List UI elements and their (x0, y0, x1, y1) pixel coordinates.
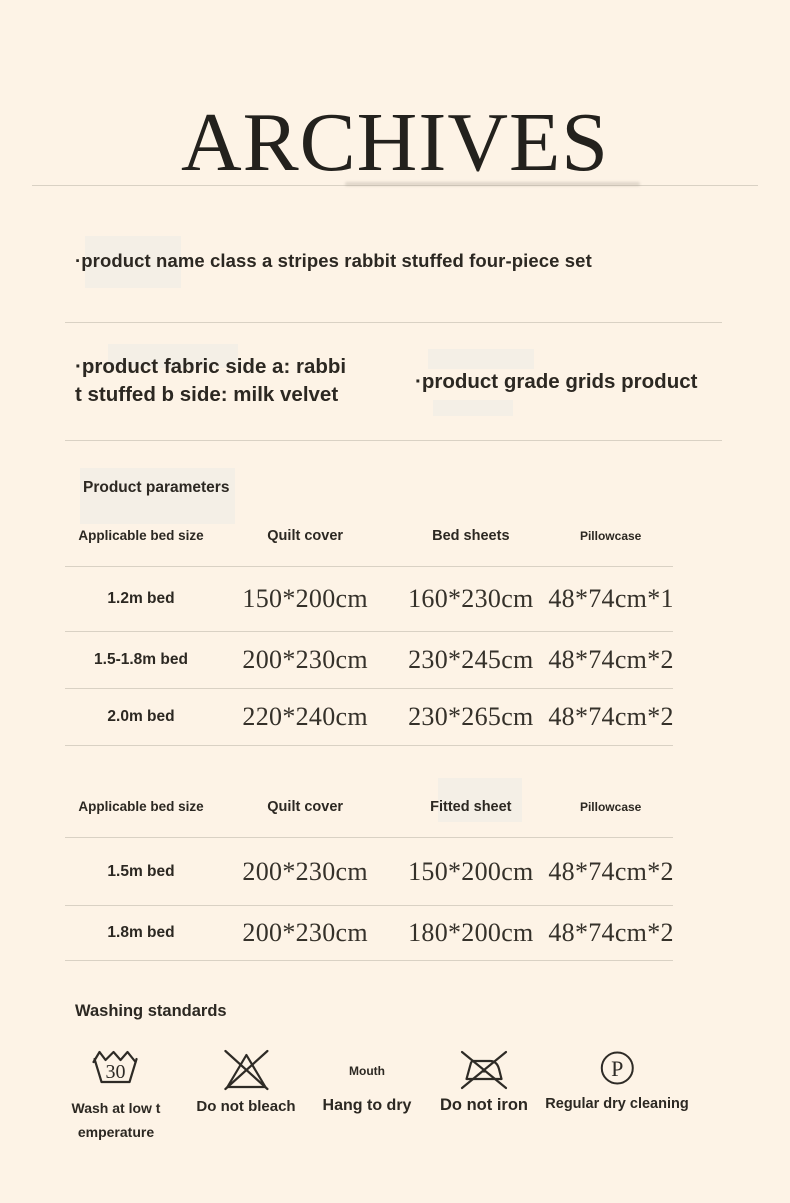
product-fabric-line: ·product fabric side a: rabbi t stuffed … (75, 353, 346, 409)
care-item-note: Mouth (349, 1064, 385, 1078)
divider-smudge (345, 182, 640, 186)
top-divider (32, 185, 758, 186)
care-item-dry-clean: P Regular dry cleaning (545, 1048, 689, 1112)
care-item-label: Regular dry cleaning (545, 1096, 689, 1112)
table-header-row: Applicable bed size Quilt cover Bed shee… (65, 505, 673, 567)
do-not-iron-icon (460, 1050, 508, 1090)
dry-clean-p-icon: P (600, 1051, 634, 1085)
col-header-bed-size: Applicable bed size (78, 799, 204, 814)
product-grade-line: ·product grade grids product (415, 370, 698, 393)
col-header-quilt-cover: Quilt cover (267, 527, 344, 544)
size-table-fitted-sheets: Applicable bed size Quilt cover Fitted s… (65, 776, 674, 961)
col-header-bed-size: Applicable bed size (78, 528, 204, 543)
bed-sheet-cell: 230*265cm (408, 702, 534, 731)
table-row: 1.5-1.8m bed 200*230cm 230*245cm 48*74cm… (65, 632, 674, 689)
quilt-cover-cell: 200*230cm (242, 645, 368, 674)
quilt-cover-cell: 220*240cm (242, 702, 368, 731)
care-item-hang-to-dry: Mouth Hang to dry (323, 1048, 412, 1115)
washing-standards-heading: Washing standards (75, 1002, 227, 1020)
fitted-sheet-cell: 150*200cm (408, 856, 534, 886)
erase-artifact (433, 400, 513, 416)
erase-artifact (428, 349, 534, 369)
erase-artifact (80, 468, 235, 524)
dry-clean-letter: P (611, 1056, 623, 1081)
fitted-sheet-cell: 180*200cm (408, 918, 534, 947)
do-not-bleach-icon (223, 1049, 269, 1091)
fabric-line-2: t stuffed b side: milk velvet (75, 383, 339, 406)
bed-sheet-cell: 160*230cm (408, 584, 534, 613)
fabric-line-1: ·product fabric side a: rabbi (75, 355, 347, 378)
bed-size-cell: 2.0m bed (107, 708, 175, 725)
erase-artifact (438, 778, 522, 822)
page-title: ARCHIVES (180, 95, 610, 189)
bed-size-cell: 1.5-1.8m bed (94, 651, 188, 668)
quilt-cover-cell: 150*200cm (242, 584, 368, 613)
section-divider (65, 322, 722, 323)
care-item-label: Do not iron (440, 1096, 528, 1114)
quilt-cover-cell: 200*230cm (242, 856, 368, 886)
table-row: 1.2m bed 150*200cm 160*230cm 48*74cm*1 (65, 567, 674, 632)
product-name-line: ·product name class a stripes rabbit stu… (75, 250, 592, 271)
bed-size-cell: 1.2m bed (107, 590, 175, 607)
product-parameters-heading: Product parameters (83, 479, 230, 496)
size-table-bed-sheets: Applicable bed size Quilt cover Bed shee… (65, 505, 674, 746)
pillowcase-cell: 48*74cm*2 (548, 918, 674, 947)
pillowcase-cell: 48*74cm*1 (548, 584, 674, 613)
pillowcase-cell: 48*74cm*2 (548, 645, 674, 674)
section-divider (65, 440, 722, 441)
table-header-row: Applicable bed size Quilt cover Fitted s… (65, 776, 673, 838)
quilt-cover-cell: 200*230cm (242, 918, 368, 947)
erase-artifact (108, 344, 238, 368)
table-row: 1.8m bed 200*230cm 180*200cm 48*74cm*2 (65, 906, 674, 961)
col-header-quilt-cover: Quilt cover (267, 798, 344, 815)
erase-artifact (85, 236, 181, 288)
care-item-label: Do not bleach (196, 1098, 296, 1115)
col-header-fitted-sheet: Fitted sheet (430, 798, 512, 815)
care-item-do-not-bleach: Do not bleach (196, 1048, 296, 1115)
care-item-wash-low-temp: 30 Wash at low t emperature (71, 1048, 161, 1144)
wash-temp-value: 30 (106, 1061, 126, 1083)
care-item-label: Wash at low t emperature (71, 1100, 161, 1140)
col-header-pillowcase: Pillowcase (579, 528, 642, 543)
bed-size-cell: 1.5m bed (107, 862, 175, 880)
col-header-pillowcase: Pillowcase (579, 799, 642, 814)
care-item-label: Hang to dry (322, 1097, 412, 1114)
col-header-bed-sheets: Bed sheets (432, 527, 510, 544)
bed-size-cell: 1.8m bed (107, 924, 175, 941)
bed-sheet-cell: 230*245cm (408, 645, 534, 674)
table-row: 1.5m bed 200*230cm 150*200cm 48*74cm*2 (65, 838, 674, 906)
table-row: 2.0m bed 220*240cm 230*265cm 48*74cm*2 (65, 689, 674, 746)
wash-at-30-icon: 30 (92, 1050, 139, 1084)
pillowcase-cell: 48*74cm*2 (548, 702, 674, 731)
care-item-do-not-iron: Do not iron (440, 1048, 528, 1115)
pillowcase-cell: 48*74cm*2 (548, 856, 674, 886)
